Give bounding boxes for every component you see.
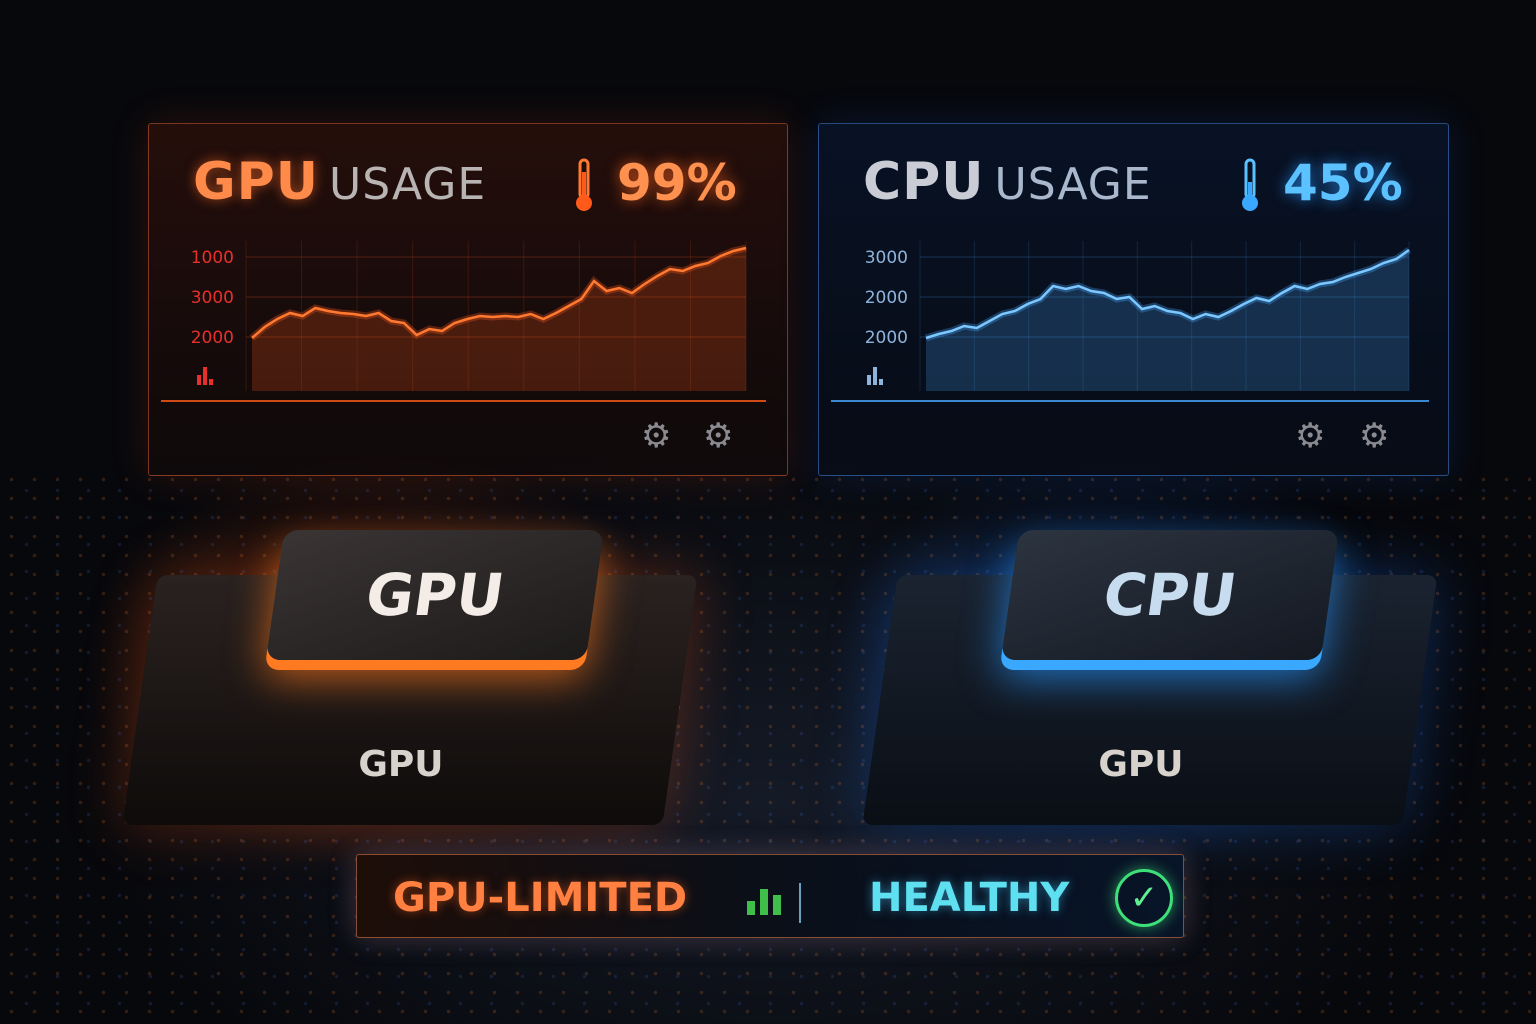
bar-chart-icon: [867, 375, 871, 385]
healthy-label: HEALTHY: [869, 875, 1070, 921]
cpu-title-sub: USAGE: [994, 159, 1152, 210]
gear-icon[interactable]: ⚙: [641, 416, 672, 456]
series-line: [251, 246, 747, 339]
cpu-panel-title: CPU USAGE: [863, 152, 1152, 212]
check-circle-icon: ✓: [1115, 869, 1173, 927]
thermometer-icon: [1242, 158, 1258, 211]
y-tick-label: 2000: [865, 288, 908, 308]
gpu-base-label: GPU: [358, 744, 444, 785]
cpu-title-main: CPU: [863, 152, 985, 212]
thermometer-icon: [576, 158, 592, 211]
gpu-title-main: GPU: [193, 152, 320, 212]
gpu-usage-percent: 99%: [617, 154, 737, 212]
y-tick-label: 2000: [865, 328, 908, 348]
cpu-chip: CPU: [1000, 530, 1340, 660]
gpu-usage-chart: 1000 3000 2000: [161, 241, 766, 402]
gear-icon[interactable]: ⚙: [703, 416, 734, 456]
series-area: [926, 250, 1409, 391]
y-tick-label: 3000: [191, 288, 234, 308]
gpu-limited-label: GPU-LIMITED: [393, 875, 688, 921]
bar-chart-icon: [197, 375, 201, 385]
gpu-usage-panel: GPU USAGE 99% 1000 3000 2000 ⚙ ⚙: [148, 123, 788, 476]
series-area: [252, 248, 746, 391]
bar-chart-icon: [879, 379, 883, 385]
divider: [799, 883, 801, 923]
gear-icon[interactable]: ⚙: [1359, 416, 1390, 456]
y-tick-label: 1000: [191, 248, 234, 268]
status-bar: GPU-LIMITED HEALTHY ✓: [356, 854, 1184, 938]
gpu-chip: GPU: [265, 530, 605, 660]
cpu-usage-panel: CPU USAGE 45% 3000 2000 2000 ⚙ ⚙: [818, 123, 1449, 476]
bar-chart-icon: [203, 367, 207, 385]
bar-chart-icon: [873, 367, 877, 385]
cpu-usage-percent: 45%: [1283, 154, 1403, 212]
y-tick-label: 3000: [865, 248, 908, 268]
series-line: [925, 248, 1410, 340]
gear-icon[interactable]: ⚙: [1295, 416, 1326, 456]
bar-chart-icon: [209, 379, 213, 385]
cpu-base-label: GPU: [1098, 744, 1184, 785]
bar-chart-icon: [747, 883, 791, 915]
gpu-panel-title: GPU USAGE: [193, 152, 486, 212]
gpu-title-sub: USAGE: [329, 159, 487, 210]
cpu-usage-chart: 3000 2000 2000: [831, 241, 1429, 402]
y-tick-label: 2000: [191, 328, 234, 348]
